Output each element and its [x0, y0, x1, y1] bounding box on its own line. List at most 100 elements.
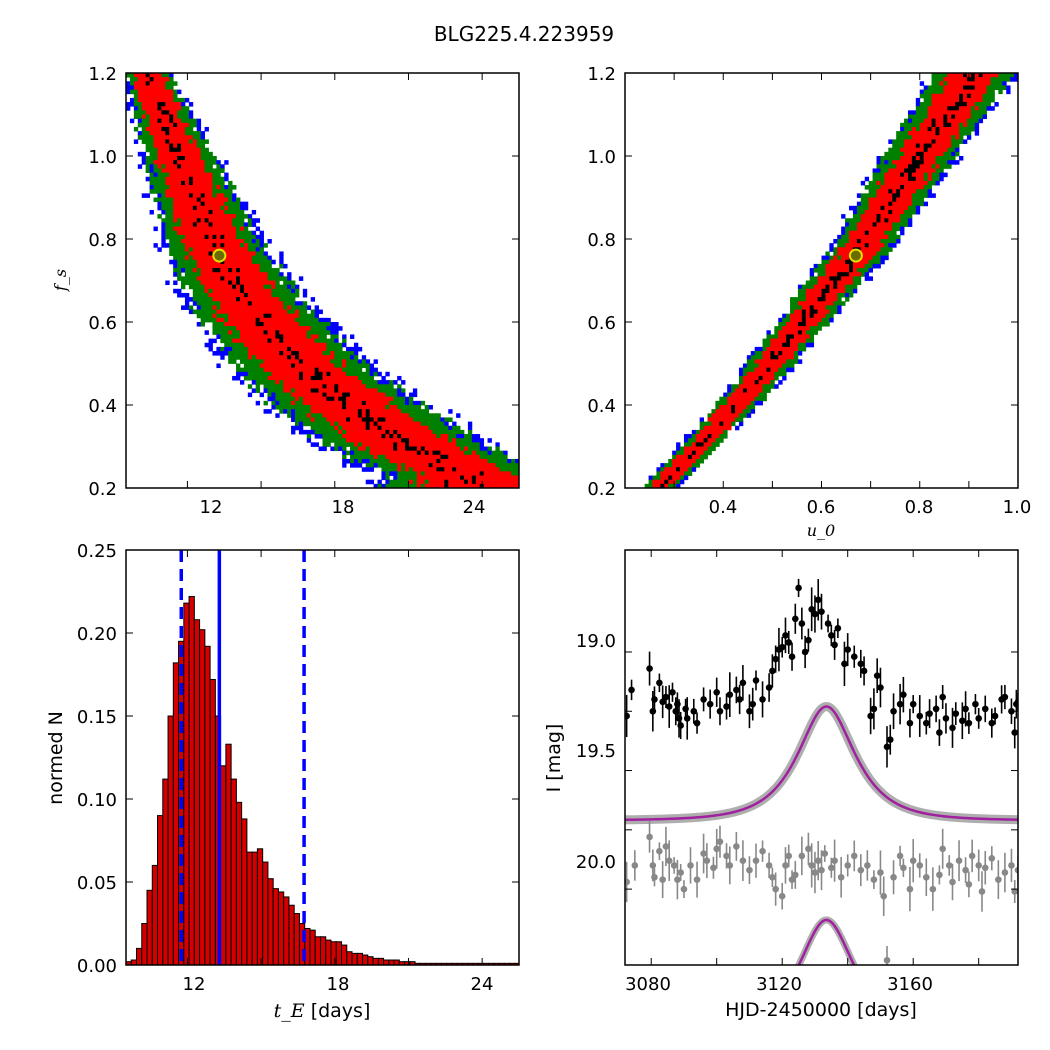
cell-sigma1: [208, 214, 213, 219]
cell-best: [267, 313, 272, 319]
cell-sigma3: [774, 384, 779, 389]
cell-sigma1: [306, 384, 312, 389]
cell-sigma3: [962, 139, 968, 144]
cell-sigma3: [271, 405, 276, 410]
cell-sigma2: [982, 97, 987, 103]
cell-sigma1: [475, 479, 481, 485]
cell-sigma1: [943, 89, 948, 95]
cell-sigma2: [849, 288, 854, 294]
cell-sigma1: [373, 409, 378, 414]
cell-sigma1: [801, 326, 807, 331]
cell-sigma1: [165, 147, 170, 153]
cell-sigma1: [397, 417, 402, 422]
cell-sigma2: [173, 89, 178, 95]
cell-sigma2: [931, 85, 936, 90]
cell-sigma1: [880, 185, 885, 190]
cell-sigma1: [911, 126, 917, 132]
cell-sigma1: [703, 429, 708, 435]
cell-sigma2: [774, 330, 779, 335]
cell-sigma1: [228, 234, 233, 240]
cell-sigma2: [463, 438, 469, 443]
cell-sigma3: [955, 160, 960, 165]
cell-sigma1: [872, 230, 877, 236]
cell-sigma1: [939, 102, 944, 107]
cell-sigma1: [177, 209, 182, 215]
cell-sigma3: [350, 346, 355, 352]
cell-sigma2: [314, 417, 319, 422]
cell-best: [181, 180, 186, 186]
cell-sigma3: [196, 118, 202, 124]
cell-sigma1: [279, 330, 284, 335]
cell-sigma1: [267, 351, 272, 356]
cell-sigma2: [837, 255, 842, 261]
cell-sigma1: [334, 375, 339, 381]
cell-best: [809, 313, 815, 319]
cell-sigma1: [141, 97, 147, 103]
cell-best: [165, 139, 170, 144]
cell-sigma2: [432, 429, 437, 435]
cell-sigma2: [919, 93, 925, 99]
data-point: [746, 866, 753, 874]
cell-sigma2: [884, 156, 889, 161]
cell-sigma1: [350, 413, 355, 418]
cell-sigma1: [880, 209, 885, 215]
cell-sigma1: [247, 305, 253, 310]
cell-sigma3: [868, 276, 873, 281]
data-point: [670, 862, 678, 869]
cell-sigma2: [255, 380, 261, 385]
cell-sigma1: [833, 272, 838, 277]
cell-sigma1: [373, 442, 378, 447]
cell-sigma2: [676, 450, 681, 456]
cell-sigma2: [884, 239, 889, 244]
cell-sigma1: [833, 268, 838, 273]
cell-sigma1: [263, 276, 268, 281]
cell-sigma1: [145, 110, 150, 115]
cell-sigma3: [935, 180, 940, 186]
cell-sigma1: [192, 230, 198, 236]
cell-sigma1: [157, 160, 162, 165]
cell-sigma1: [220, 263, 225, 269]
cell-sigma3: [279, 255, 284, 261]
cell-sigma1: [915, 172, 921, 178]
cell-sigma3: [381, 380, 386, 385]
cell-sigma1: [310, 371, 316, 377]
cell-sigma1: [845, 268, 850, 273]
cell-sigma1: [731, 413, 736, 418]
cell-sigma1: [904, 151, 909, 157]
cell-sigma1: [228, 288, 233, 294]
cell-sigma2: [880, 239, 885, 244]
cell-sigma1: [750, 380, 756, 385]
y-axis-label: I [mag]: [543, 724, 565, 793]
cell-sigma1: [224, 288, 229, 294]
cell-sigma2: [652, 475, 657, 481]
cell-sigma2: [373, 384, 378, 389]
histogram-bar: [283, 896, 290, 966]
cell-sigma3: [393, 471, 398, 476]
cell-sigma1: [353, 384, 359, 389]
cell-sigma1: [876, 205, 881, 211]
cell-sigma2: [896, 147, 901, 153]
cell-sigma2: [216, 172, 221, 178]
cell-sigma2: [177, 222, 182, 227]
data-point: [886, 736, 894, 744]
cell-sigma2: [334, 359, 339, 364]
cell-sigma2: [821, 272, 826, 277]
cell-sigma2: [766, 384, 771, 389]
cell-sigma1: [966, 102, 972, 107]
cell-sigma1: [727, 396, 732, 402]
cell-sigma1: [357, 434, 363, 439]
x-tick-label: 0.8: [905, 497, 934, 518]
cell-sigma2: [947, 147, 952, 153]
cell-sigma3: [369, 367, 374, 373]
cell-sigma2: [872, 172, 877, 178]
cell-sigma2: [330, 438, 335, 443]
cell-sigma1: [408, 458, 414, 464]
cell-sigma2: [393, 467, 398, 472]
data-point: [651, 696, 658, 703]
cell-sigma2: [342, 446, 347, 452]
cell-sigma3: [900, 226, 905, 232]
cell-sigma3: [232, 197, 237, 203]
cell-sigma1: [774, 359, 779, 364]
cell-sigma2: [900, 222, 905, 227]
cell-best: [966, 93, 972, 99]
